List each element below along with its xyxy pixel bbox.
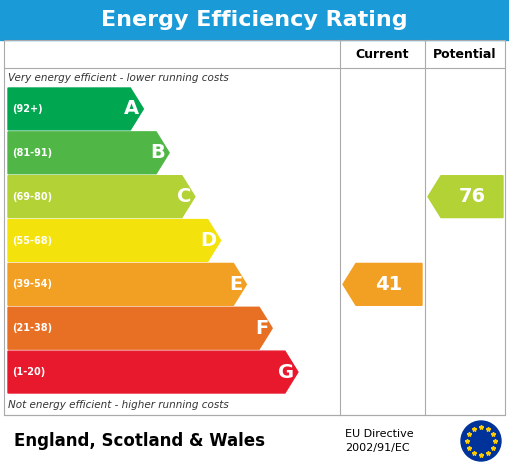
Text: 2002/91/EC: 2002/91/EC: [345, 443, 410, 453]
Text: Potential: Potential: [433, 48, 497, 61]
Text: Very energy efficient - lower running costs: Very energy efficient - lower running co…: [8, 73, 229, 83]
Polygon shape: [8, 132, 169, 174]
Text: (1-20): (1-20): [12, 367, 45, 377]
Text: (21-38): (21-38): [12, 323, 52, 333]
Text: B: B: [150, 143, 165, 163]
Polygon shape: [8, 88, 144, 130]
Text: England, Scotland & Wales: England, Scotland & Wales: [14, 432, 265, 450]
Text: (92+): (92+): [12, 104, 43, 114]
Polygon shape: [343, 263, 422, 305]
Text: 41: 41: [375, 275, 403, 294]
Text: (81-91): (81-91): [12, 148, 52, 158]
Text: Current: Current: [356, 48, 409, 61]
Polygon shape: [8, 351, 298, 393]
Text: 76: 76: [459, 187, 486, 206]
Polygon shape: [8, 219, 220, 262]
Text: (39-54): (39-54): [12, 279, 52, 290]
Text: Not energy efficient - higher running costs: Not energy efficient - higher running co…: [8, 400, 229, 410]
Polygon shape: [8, 263, 246, 305]
Text: F: F: [255, 318, 268, 338]
Circle shape: [461, 421, 501, 461]
Text: C: C: [177, 187, 191, 206]
Polygon shape: [428, 176, 503, 218]
Bar: [0, 0, 509, 40]
Text: EU Directive: EU Directive: [345, 429, 414, 439]
Text: A: A: [124, 99, 139, 119]
Polygon shape: [8, 176, 195, 218]
Polygon shape: [8, 307, 272, 349]
Text: E: E: [229, 275, 242, 294]
Text: G: G: [278, 362, 294, 382]
Text: D: D: [201, 231, 217, 250]
Text: (69-80): (69-80): [12, 191, 52, 202]
Bar: [4, 40, 505, 415]
Text: (55-68): (55-68): [12, 235, 52, 246]
Text: Energy Efficiency Rating: Energy Efficiency Rating: [101, 10, 408, 30]
